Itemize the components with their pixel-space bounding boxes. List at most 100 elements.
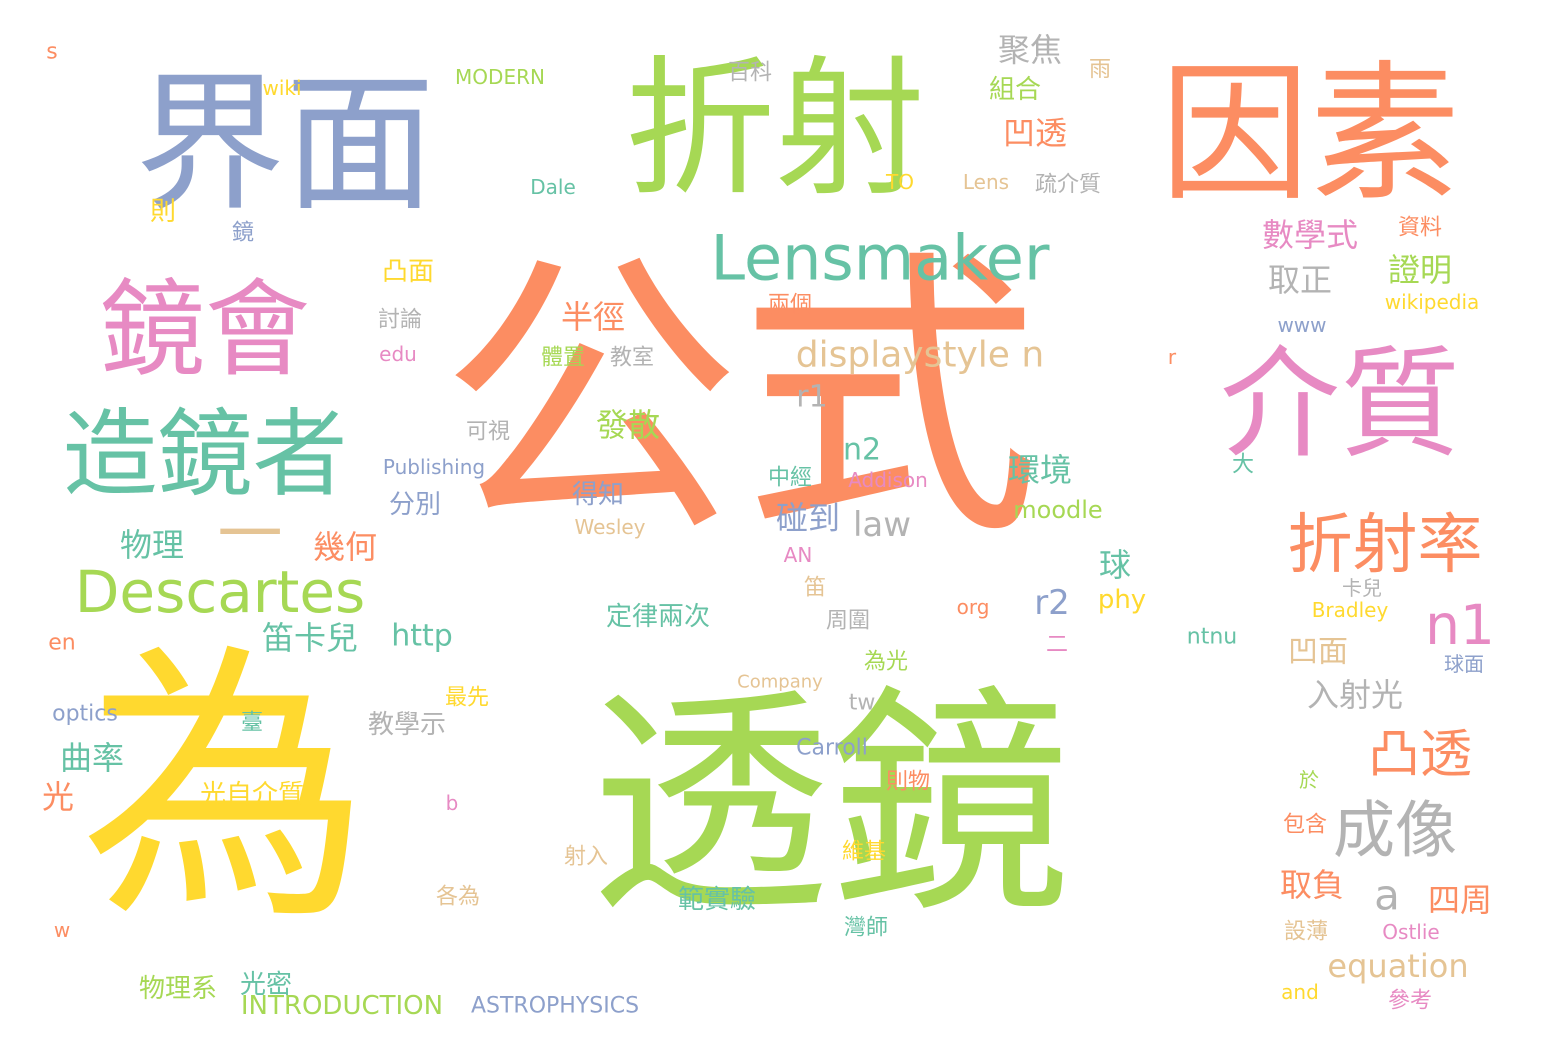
cloud-word-97: 取負 — [1280, 866, 1344, 904]
cloud-word-62: AN — [784, 543, 813, 567]
cloud-word-111: and — [1281, 980, 1319, 1004]
cloud-word-29: TO — [885, 170, 914, 194]
cloud-word-19: 取正 — [1268, 261, 1332, 299]
cloud-word-32: 則 — [150, 197, 176, 227]
cloud-word-41: edu — [379, 342, 417, 366]
cloud-word-38: 兩個 — [768, 293, 812, 318]
cloud-word-87: 曲率 — [60, 739, 124, 777]
cloud-word-83: 最先 — [445, 686, 489, 711]
cloud-word-76: 凹面 — [1288, 635, 1348, 670]
cloud-word-50: Publishing — [383, 455, 485, 479]
cloud-word-26: wiki — [262, 76, 301, 100]
cloud-word-27: s — [46, 40, 57, 65]
cloud-word-36: 半徑 — [561, 298, 625, 336]
cloud-word-74: org — [957, 595, 990, 619]
cloud-word-77: en — [48, 631, 75, 656]
cloud-word-35: 凸面 — [382, 257, 434, 287]
cloud-word-15: displaystyle n — [796, 335, 1044, 376]
cloud-word-10: Descartes — [75, 558, 365, 626]
cloud-word-14: 凸透 — [1368, 725, 1472, 785]
cloud-word-1: 透鏡 — [590, 665, 1070, 945]
cloud-word-67: phy — [1098, 585, 1146, 615]
cloud-word-101: 範實驗 — [678, 885, 756, 915]
cloud-word-2: 為 — [80, 622, 370, 959]
cloud-word-43: 教室 — [610, 346, 654, 371]
cloud-word-4: 折射 — [625, 43, 925, 217]
cloud-word-51: 中經 — [768, 466, 812, 491]
cloud-word-8: 造鏡者 — [62, 400, 347, 510]
cloud-word-107: 物理系 — [139, 974, 217, 1004]
cloud-word-72: 定律兩次 — [606, 602, 710, 632]
cloud-word-102: w — [54, 918, 70, 942]
cloud-word-99: 四周 — [1428, 881, 1492, 919]
cloud-word-93: b — [446, 791, 459, 815]
cloud-word-61: Wesley — [574, 515, 645, 539]
cloud-word-96: 維基 — [842, 840, 886, 865]
cloud-word-68: 二 — [1046, 633, 1068, 658]
cloud-word-57: law — [853, 505, 911, 545]
cloud-word-80: Company — [737, 672, 823, 693]
cloud-word-69: Bradley — [1312, 598, 1389, 622]
cloud-word-37: 討論 — [378, 308, 422, 333]
cloud-word-54: 得知 — [572, 480, 624, 510]
cloud-word-95: 射入 — [564, 845, 608, 870]
cloud-word-103: 灣師 — [844, 916, 888, 941]
cloud-word-109: INTRODUCTION — [241, 991, 443, 1021]
cloud-word-110: ASTROPHYSICS — [471, 994, 639, 1019]
cloud-word-66: r2 — [1034, 583, 1070, 623]
cloud-word-3: 界面 — [135, 58, 435, 232]
cloud-word-34: 資料 — [1398, 216, 1442, 241]
cloud-word-91: 於 — [1299, 768, 1319, 792]
cloud-word-11: 折射率 — [1287, 508, 1482, 583]
cloud-word-31: 疏介質 — [1035, 173, 1101, 198]
cloud-word-30: Lens — [963, 170, 1009, 194]
cloud-word-12: 成像 — [1333, 794, 1457, 867]
cloud-word-28: Dale — [530, 175, 576, 199]
cloud-word-56: 碰到 — [776, 499, 840, 537]
cloud-word-65: 卡兒 — [1342, 576, 1382, 600]
cloud-word-73: 周圍 — [826, 609, 870, 634]
cloud-word-79: 為光 — [864, 650, 908, 675]
cloud-word-40: www — [1277, 313, 1326, 337]
cloud-word-100: 各為 — [436, 885, 480, 910]
cloud-word-90: 則物 — [886, 770, 930, 795]
cloud-word-78: 球面 — [1444, 652, 1484, 676]
cloud-word-24: 雨 — [1089, 58, 1111, 83]
cloud-word-49: 環境 — [1008, 451, 1072, 489]
cloud-word-23: 百科 — [728, 61, 772, 86]
cloud-word-59: 物理 — [120, 526, 184, 564]
cloud-word-45: r1 — [796, 380, 827, 415]
cloud-word-53: 大 — [1232, 453, 1254, 478]
cloud-word-20: 聚焦 — [998, 31, 1062, 69]
cloud-word-9: Lensmaker — [711, 222, 1050, 295]
cloud-word-75: ntnu — [1187, 625, 1237, 650]
cloud-word-6: 鏡會 — [100, 269, 310, 391]
cloud-word-44: r — [1168, 345, 1177, 369]
cloud-word-42: 體置 — [541, 346, 585, 371]
cloud-word-18: 證明 — [1388, 251, 1452, 289]
cloud-word-0: 公式 — [440, 226, 1040, 575]
cloud-word-104: 設薄 — [1284, 920, 1328, 945]
cloud-word-13: 一 — [217, 498, 282, 573]
cloud-word-52: Addison — [848, 468, 928, 492]
cloud-word-22: 組合 — [989, 75, 1041, 105]
cloud-word-16: n1 — [1425, 593, 1495, 657]
cloud-word-21: 凹透 — [1003, 114, 1067, 152]
cloud-word-46: 可視 — [466, 420, 510, 445]
cloud-word-39: wikipedia — [1385, 290, 1480, 314]
cloud-word-89: 光自介質 — [200, 780, 304, 810]
cloud-word-25: MODERN — [455, 65, 545, 89]
cloud-word-71: http — [391, 619, 453, 654]
cloud-word-47: 發散 — [596, 406, 660, 444]
cloud-word-70: 笛卡兒 — [262, 619, 358, 657]
cloud-word-58: moodle — [1013, 496, 1102, 524]
cloud-word-7: 介質 — [1220, 336, 1460, 475]
cloud-word-64: 笛 — [804, 576, 826, 601]
cloud-word-60: 幾何 — [313, 528, 377, 566]
cloud-word-33: 鏡 — [232, 221, 254, 246]
cloud-word-94: 包含 — [1283, 813, 1327, 838]
cloud-word-105: Ostlie — [1382, 920, 1439, 944]
cloud-word-112: 參考 — [1388, 989, 1432, 1014]
cloud-word-106: equation — [1327, 947, 1468, 985]
cloud-word-92: 光 — [42, 778, 74, 816]
